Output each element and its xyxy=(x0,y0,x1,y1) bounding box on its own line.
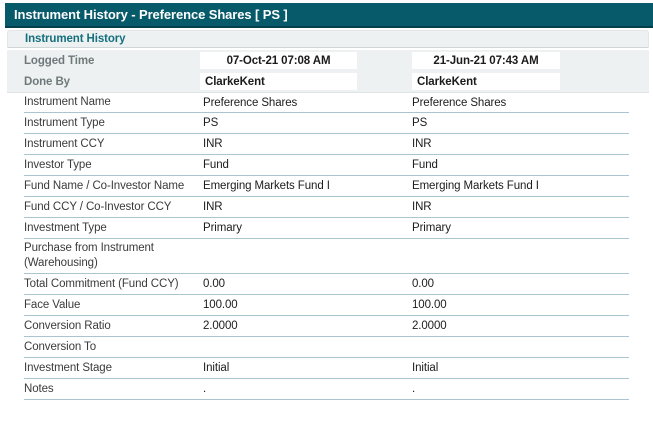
section-header-label: Instrument History xyxy=(25,33,126,45)
field-label: Purchase from Instrument (Warehousing) xyxy=(24,242,154,269)
field-value-version-1: PS xyxy=(203,117,219,129)
table-row: Fund CCY / Co-Investor CCY INR INR xyxy=(24,197,629,218)
field-label: Instrument Type xyxy=(24,116,105,129)
field-label: Investor Type xyxy=(24,158,92,171)
table-row: Total Commitment (Fund CCY) 0.00 0.00 xyxy=(24,274,629,295)
field-value-version-2: INR xyxy=(412,201,432,213)
field-value-version-1: Emerging Markets Fund I xyxy=(203,180,330,192)
history-header-block: Logged Time 07-Oct-21 07:08 AM 21-Jun-21… xyxy=(7,50,649,93)
section-header: Instrument History xyxy=(7,30,649,48)
history-value-field[interactable]: ClarkeKent xyxy=(412,73,560,90)
history-row-label: Done By xyxy=(24,76,70,88)
table-row: Conversion To xyxy=(24,337,629,358)
history-value-field[interactable]: ClarkeKent xyxy=(200,73,357,90)
field-label: Notes xyxy=(24,382,54,395)
window-title-bar: Instrument History - Preference Shares [… xyxy=(5,3,653,28)
field-value-version-1: 0.00 xyxy=(203,278,225,290)
table-row: Conversion Ratio 2.0000 2.0000 xyxy=(24,316,629,337)
table-row: Investment Type Primary Primary xyxy=(24,218,629,239)
field-value-version-2: Emerging Markets Fund I xyxy=(412,180,539,192)
field-label: Fund CCY / Co-Investor CCY xyxy=(24,200,172,213)
field-value-version-1: INR xyxy=(203,201,223,213)
field-value-version-2: INR xyxy=(412,138,432,150)
instrument-detail-table: Instrument Name Preference Shares Prefer… xyxy=(24,93,629,400)
field-value-version-1: Initial xyxy=(203,362,230,374)
field-label: Face Value xyxy=(24,298,81,311)
history-value-field[interactable]: 07-Oct-21 07:08 AM xyxy=(200,52,357,69)
history-header-row: Done By ClarkeKent ClarkeKent xyxy=(7,71,649,93)
table-row: Instrument Name Preference Shares Prefer… xyxy=(24,93,629,113)
field-label: Investment Stage xyxy=(24,361,112,374)
field-value-version-1: 2.0000 xyxy=(203,320,238,332)
field-value-version-2: PS xyxy=(412,117,428,129)
field-label: Investment Type xyxy=(24,221,107,234)
field-value-version-1: 100.00 xyxy=(203,299,238,311)
table-row: Instrument CCY INR INR xyxy=(24,134,629,155)
table-row: Fund Name / Co-Investor Name Emerging Ma… xyxy=(24,176,629,197)
field-value-version-1: Preference Shares xyxy=(203,96,298,109)
field-label: Conversion Ratio xyxy=(24,319,111,332)
field-value-version-2: 0.00 xyxy=(412,278,434,290)
field-value-version-2: Preference Shares xyxy=(412,96,507,109)
field-label: Fund Name / Co-Investor Name xyxy=(24,179,185,192)
table-row: Notes . . xyxy=(24,379,629,400)
field-value-version-2: Fund xyxy=(412,159,438,171)
field-label: Conversion To xyxy=(24,340,97,353)
field-label: Total Commitment (Fund CCY) xyxy=(24,277,179,290)
history-header-row: Logged Time 07-Oct-21 07:08 AM 21-Jun-21… xyxy=(7,50,649,71)
page-title: Instrument History - Preference Shares [… xyxy=(14,7,288,22)
field-value-version-1: . xyxy=(203,383,207,395)
table-row: Purchase from Instrument (Warehousing) xyxy=(24,239,629,274)
field-value-version-2: Primary xyxy=(412,222,451,234)
table-row: Face Value 100.00 100.00 xyxy=(24,295,629,316)
table-row: Instrument Type PS PS xyxy=(24,113,629,134)
field-value-version-2: . xyxy=(412,383,416,395)
table-row: Investment Stage Initial Initial xyxy=(24,358,629,379)
field-value-version-1: Primary xyxy=(203,222,242,234)
field-value-version-2: 2.0000 xyxy=(412,320,447,332)
history-row-label: Logged Time xyxy=(24,54,95,67)
field-value-version-1: INR xyxy=(203,138,223,150)
field-label: Instrument Name xyxy=(24,96,111,108)
field-value-version-2: Initial xyxy=(412,362,439,374)
field-value-version-1: Fund xyxy=(203,159,229,171)
field-value-version-2: 100.00 xyxy=(412,299,447,311)
field-label: Instrument CCY xyxy=(24,137,105,150)
table-row: Investor Type Fund Fund xyxy=(24,155,629,176)
history-value-field[interactable]: 21-Jun-21 07:43 AM xyxy=(412,52,560,69)
